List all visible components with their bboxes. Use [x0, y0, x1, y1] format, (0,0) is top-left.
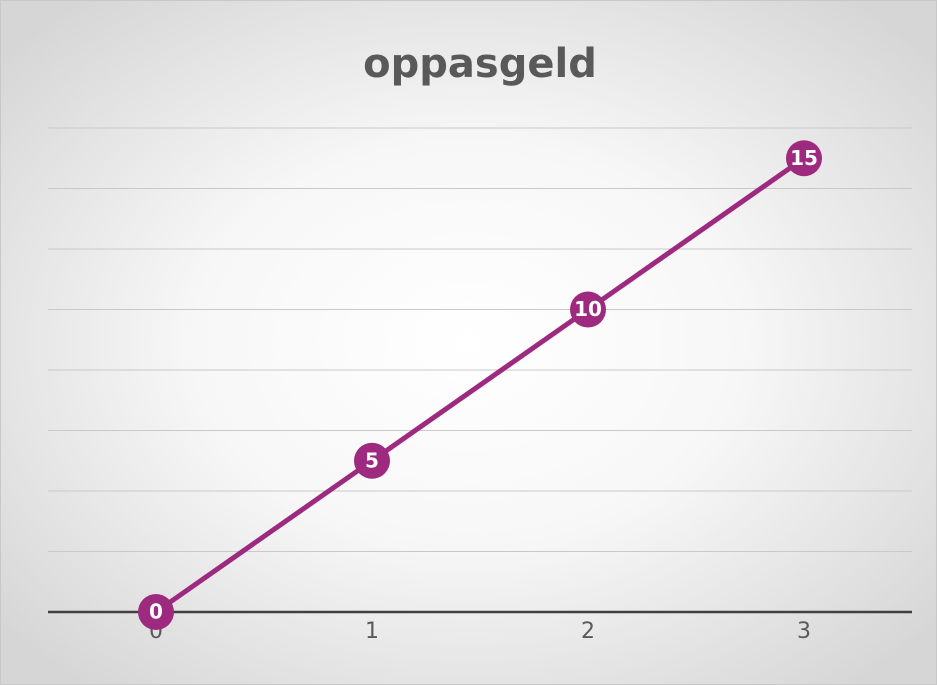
marker	[570, 291, 606, 328]
marker	[354, 442, 390, 479]
data-label: 10	[574, 297, 602, 321]
marker	[138, 594, 174, 630]
chart-title: oppasgeld	[363, 41, 597, 87]
x-tick-label: 3	[797, 619, 811, 644]
marker	[786, 140, 822, 177]
x-tick-label: 1	[365, 619, 379, 644]
x-tick-label: 2	[581, 619, 595, 644]
data-label: 5	[365, 448, 379, 472]
line	[154, 156, 806, 615]
data-label: 15	[790, 146, 818, 170]
data-label: 0	[149, 600, 163, 624]
